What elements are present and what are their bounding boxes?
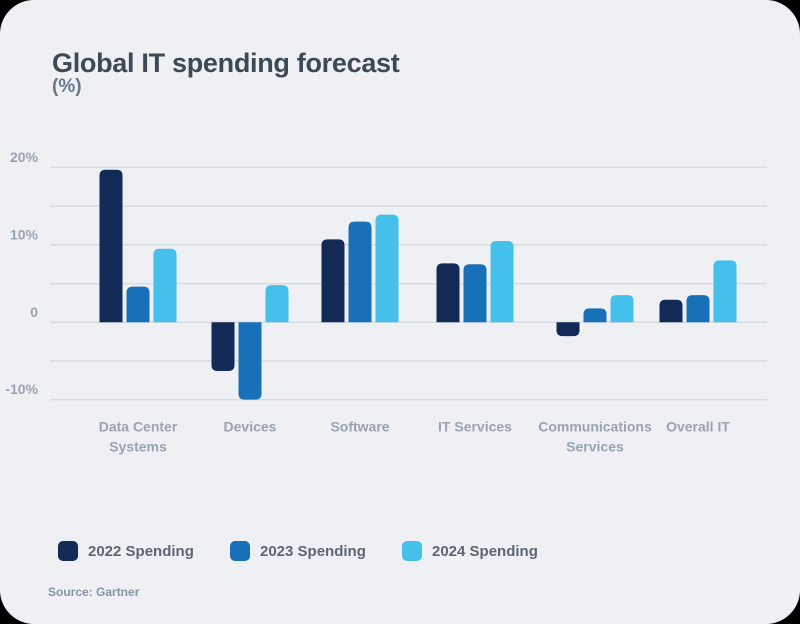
svg-text:IT Services: IT Services xyxy=(438,419,512,435)
svg-text:Communications: Communications xyxy=(538,419,652,435)
svg-text:20%: 20% xyxy=(10,150,39,165)
svg-text:Software: Software xyxy=(330,419,389,435)
svg-text:Overall IT: Overall IT xyxy=(666,419,730,435)
svg-text:10%: 10% xyxy=(10,226,39,242)
svg-text:Devices: Devices xyxy=(224,419,277,435)
svg-text:-10%: -10% xyxy=(5,381,38,397)
svg-text:Services: Services xyxy=(566,439,624,455)
svg-text:Data Center: Data Center xyxy=(99,419,178,435)
svg-text:0: 0 xyxy=(30,304,38,320)
svg-text:Systems: Systems xyxy=(109,439,167,455)
